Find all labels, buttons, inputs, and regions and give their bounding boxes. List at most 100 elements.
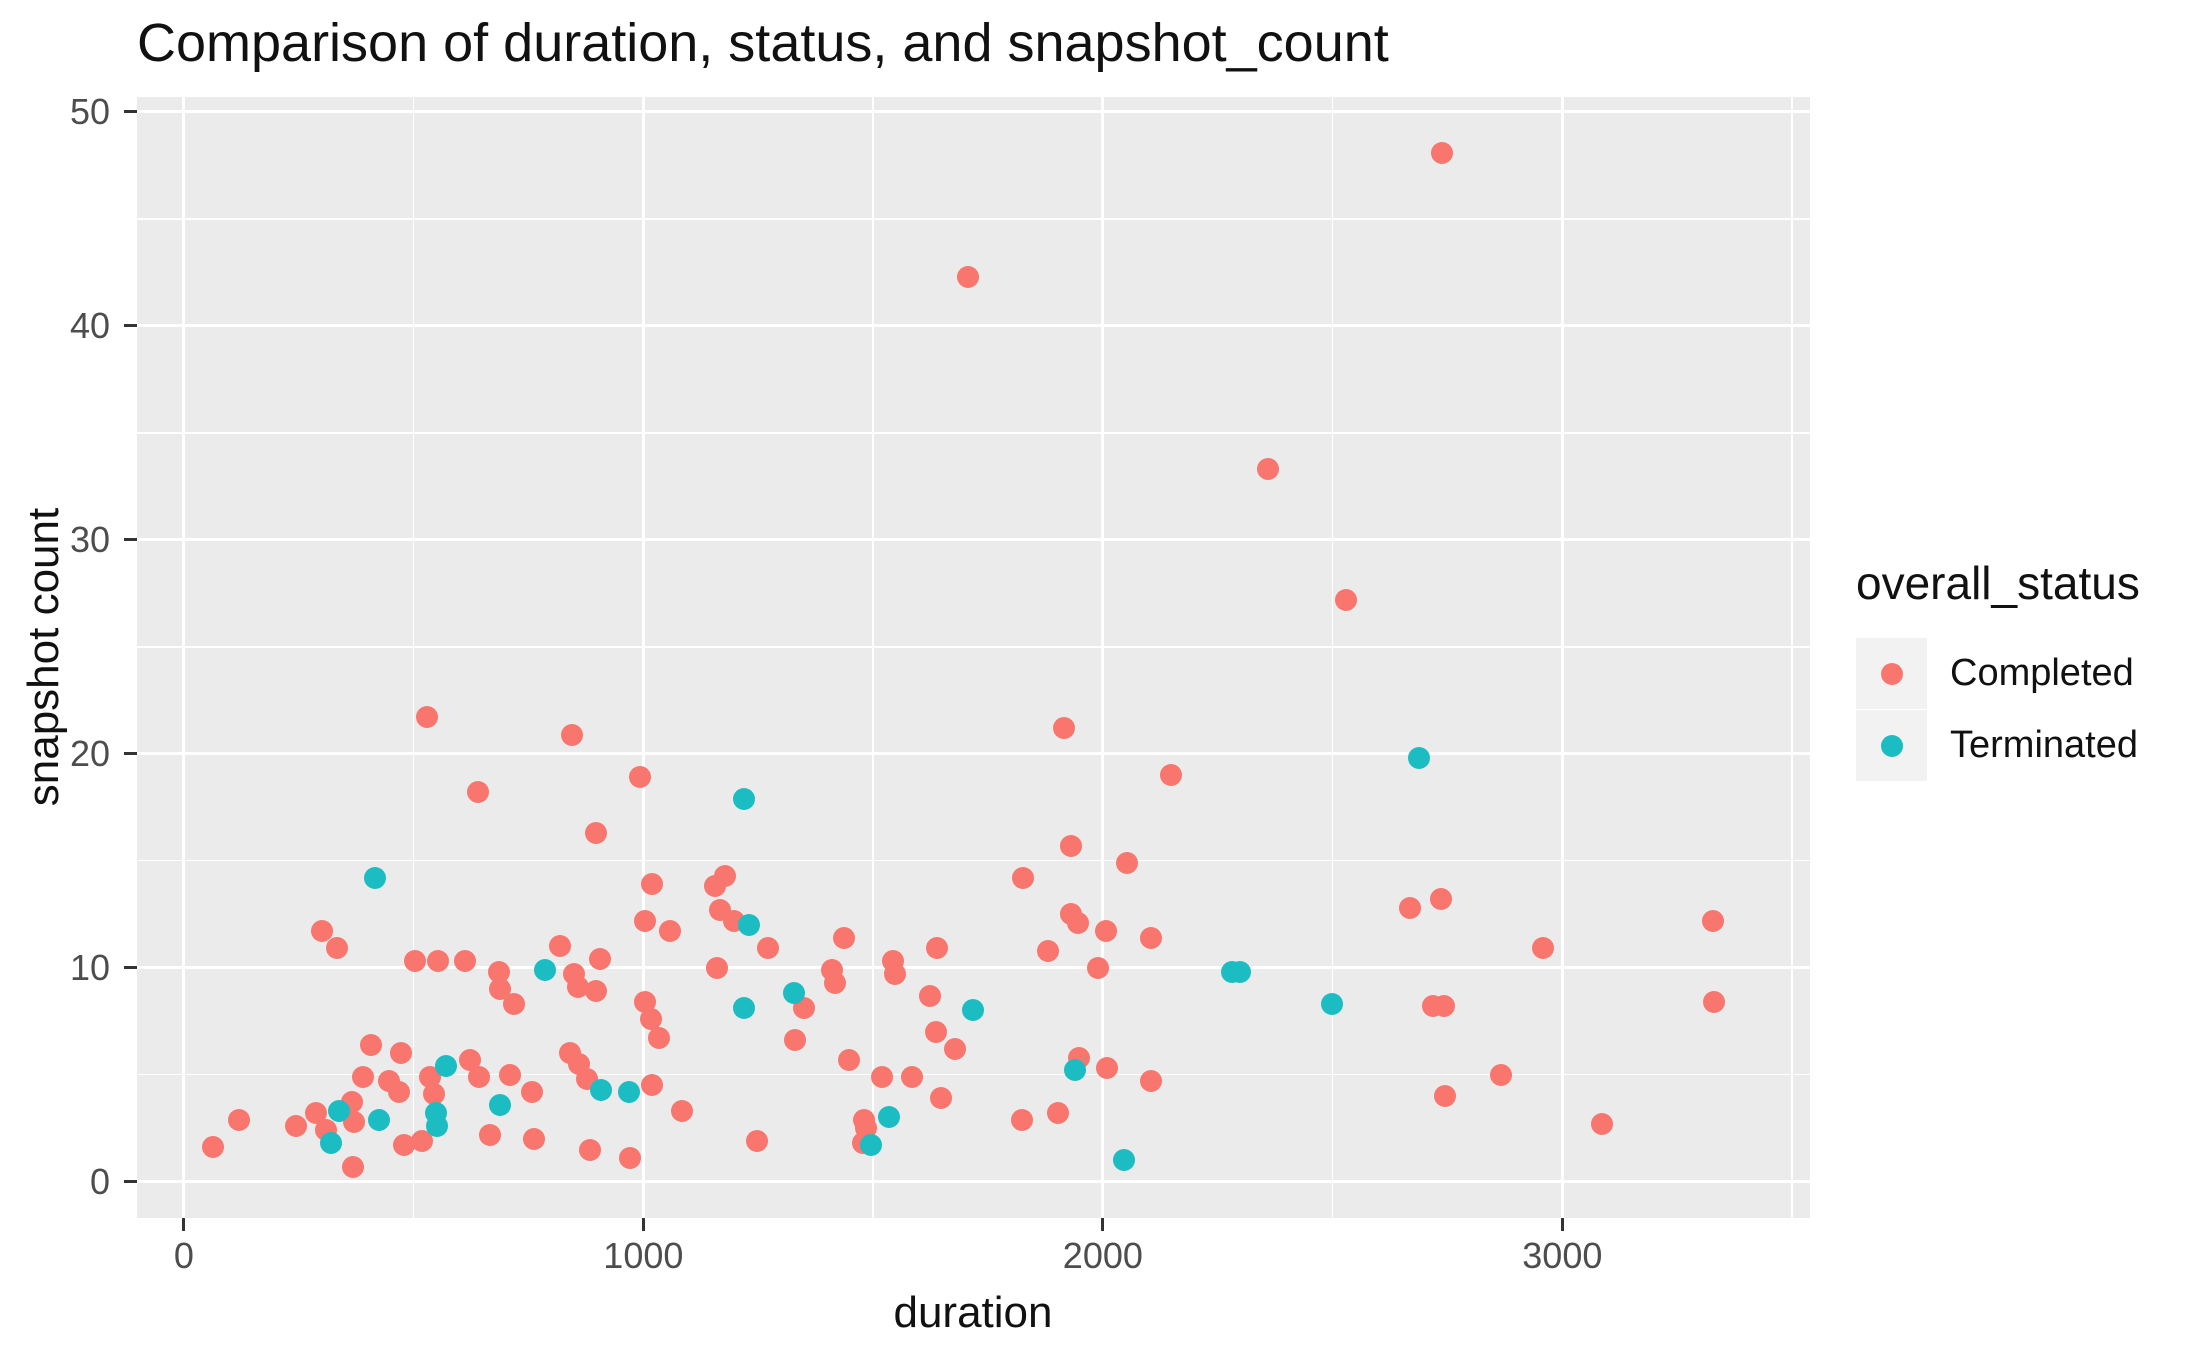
data-point-completed — [641, 1074, 664, 1097]
data-point-completed — [924, 1020, 947, 1043]
data-point-terminated — [1320, 993, 1343, 1016]
data-point-completed — [304, 1102, 327, 1125]
chart-title: Comparison of duration, status, and snap… — [137, 13, 1389, 73]
data-point-completed — [411, 1129, 434, 1152]
data-point-completed — [488, 960, 511, 983]
data-point-terminated — [617, 1080, 640, 1103]
y-minor-gridline — [137, 218, 1810, 220]
legend: overall_status Completed Terminated — [1856, 556, 2140, 782]
data-point-completed — [403, 950, 426, 973]
data-point-completed — [1430, 888, 1453, 911]
data-point-completed — [466, 781, 489, 804]
data-point-completed — [1701, 909, 1724, 932]
data-point-completed — [488, 978, 511, 1001]
data-point-completed — [901, 1065, 924, 1088]
data-point-completed — [1060, 834, 1083, 857]
data-point-terminated — [962, 999, 985, 1022]
data-point-completed — [352, 1065, 375, 1088]
legend-items: Completed Terminated — [1856, 638, 2140, 781]
y-axis-title: snapshot count — [19, 507, 68, 807]
y-tick-label: 30 — [69, 518, 110, 560]
data-point-completed — [1139, 1070, 1162, 1093]
data-point-completed — [628, 766, 651, 789]
data-point-completed — [929, 1087, 952, 1110]
data-point-completed — [423, 1082, 446, 1105]
data-point-completed — [1433, 1085, 1456, 1108]
data-point-completed — [837, 1048, 860, 1071]
data-point-completed — [228, 1108, 250, 1131]
data-point-terminated — [319, 1132, 342, 1155]
y-minor-gridline — [137, 432, 1810, 434]
data-point-terminated — [732, 787, 755, 810]
x-major-gridline — [1560, 97, 1564, 1218]
y-minor-gridline — [137, 1073, 1810, 1076]
data-point-completed — [884, 963, 907, 986]
x-tick-label: 2000 — [1062, 1235, 1143, 1276]
x-minor-gridline — [412, 97, 415, 1218]
legend-key-dot — [1880, 662, 1903, 685]
data-point-completed — [389, 1042, 412, 1065]
data-point-terminated — [737, 913, 760, 936]
data-point-completed — [459, 1048, 482, 1071]
data-point-completed — [639, 1008, 662, 1031]
data-point-completed — [567, 975, 590, 998]
data-point-completed — [201, 1136, 224, 1159]
data-point-terminated — [327, 1100, 350, 1123]
data-point-terminated — [364, 866, 387, 889]
data-point-terminated — [590, 1078, 613, 1101]
data-point-completed — [943, 1037, 966, 1060]
data-point-completed — [634, 990, 657, 1013]
data-point-completed — [468, 1065, 491, 1088]
data-point-completed — [585, 980, 608, 1003]
data-point-completed — [647, 1027, 670, 1050]
data-point-terminated — [1407, 747, 1430, 770]
data-point-completed — [548, 935, 571, 958]
y-tick-mark — [124, 110, 137, 114]
x-tick-mark — [182, 1218, 186, 1231]
data-point-completed — [756, 937, 779, 960]
data-point-completed — [503, 993, 526, 1016]
data-point-completed — [671, 1100, 694, 1123]
y-minor-gridline — [137, 859, 1810, 862]
data-point-terminated — [732, 997, 755, 1020]
data-point-completed — [659, 920, 681, 943]
data-point-completed — [520, 1080, 543, 1103]
y-major-gridline — [137, 1180, 1810, 1184]
y-minor-gridline — [137, 646, 1810, 648]
data-point-completed — [387, 1080, 410, 1103]
y-tick-mark — [124, 1180, 137, 1184]
data-point-completed — [1095, 1057, 1118, 1080]
data-point-completed — [1139, 926, 1162, 949]
data-point-terminated — [1063, 1059, 1086, 1082]
y-major-gridline — [137, 538, 1810, 542]
data-point-completed — [561, 723, 584, 746]
legend-item-terminated: Terminated — [1856, 710, 2140, 781]
data-point-completed — [392, 1134, 415, 1157]
x-tick-mark — [1101, 1218, 1105, 1231]
data-point-completed — [1702, 990, 1725, 1013]
legend-key — [1856, 638, 1927, 709]
data-point-completed — [1399, 896, 1422, 919]
data-point-terminated — [426, 1115, 449, 1137]
data-point-completed — [1334, 588, 1357, 611]
y-major-gridline — [137, 752, 1810, 756]
data-point-completed — [478, 1123, 501, 1146]
legend-key — [1856, 710, 1927, 781]
x-major-gridline — [182, 97, 186, 1218]
data-point-completed — [326, 937, 349, 960]
data-point-completed — [1257, 458, 1280, 481]
data-point-completed — [957, 265, 980, 288]
data-point-completed — [783, 1029, 806, 1052]
data-point-completed — [579, 1138, 602, 1161]
data-point-completed — [1591, 1112, 1614, 1135]
data-point-completed — [499, 1063, 522, 1086]
y-tick-label: 0 — [89, 1160, 110, 1202]
data-point-completed — [870, 1065, 893, 1088]
data-point-completed — [427, 950, 450, 973]
data-point-completed — [641, 873, 664, 896]
x-tick-label: 3000 — [1522, 1235, 1603, 1276]
data-point-completed — [359, 1033, 382, 1056]
y-tick-label: 20 — [69, 732, 110, 774]
data-point-completed — [619, 1147, 642, 1170]
